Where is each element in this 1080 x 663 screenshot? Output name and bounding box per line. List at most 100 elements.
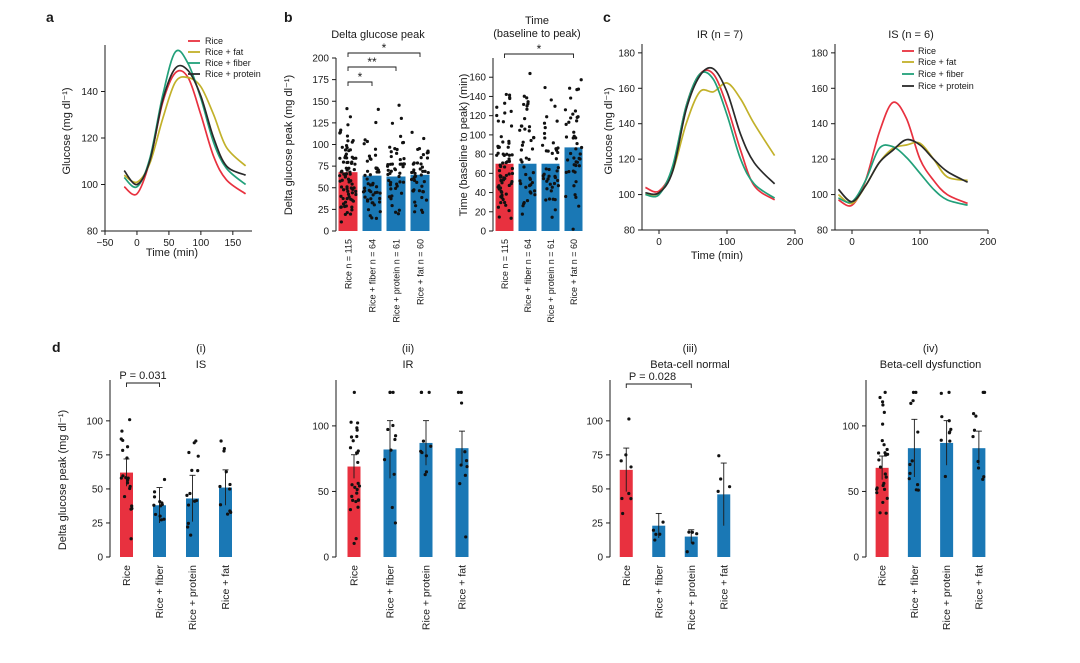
d4-bar [972,448,986,557]
b1-data-point [351,138,355,143]
b1-data-point [389,187,393,191]
d3-title: Beta-cell normal [650,359,729,371]
b1-data-point [350,191,354,195]
b1-data-point [389,150,393,154]
b2-data-point [579,78,583,82]
d3-y-tick-label: 100 [586,416,603,427]
panel-b1-plot: 0 25 50 75 100 125 150 175 200 Rice n = 115 Rice +… [312,41,430,323]
b2-sig-bracket [504,53,574,58]
b1-x-tick-label: Rice + fiber n = 64 [368,239,378,313]
d4-data-point [883,390,887,394]
d3-data-point [651,528,656,532]
panel-c-ir-plot: 80 100 120 140 160 180 0 100 200 [618,44,804,248]
b1-data-point [426,150,430,154]
b2-data-point [564,194,568,199]
b1-data-point [419,156,423,160]
b1-data-point [342,172,346,176]
panel-a-xlabel: Time (min) [146,247,198,259]
b1-data-point [426,170,430,175]
b1-data-point [338,174,342,178]
d4-data-point [916,488,920,492]
b2-data-point [501,120,505,124]
d1-data-point [121,448,125,452]
d3-data-point [716,489,720,494]
b1-data-point [421,152,426,157]
b1-data-point [338,130,342,134]
b2-data-point [574,147,578,151]
b2-data-point [551,141,555,145]
b1-data-point [353,162,357,166]
b2-data-point [498,174,502,178]
b1-data-point [366,208,371,212]
d3-data-point [621,511,625,516]
panel-a-plot: 80 100 120 140 −50 0 50 100 150 [81,45,252,249]
d2-data-point [355,428,359,432]
d3-data-point [690,530,694,534]
b2-data-point [564,122,568,126]
b2-data-point [504,203,508,207]
b2-data-point [503,165,507,169]
d4-data-point [877,458,881,462]
d3-numeral: (iii) [683,343,698,355]
d4-data-point [878,395,882,400]
b2-data-point [523,127,527,131]
d4-data-point [909,401,913,405]
b1-data-point [389,197,393,201]
b2-data-point [519,148,524,152]
b2-data-point [564,135,569,139]
b1-data-point [345,107,349,111]
c-ir-y-tick-label: 100 [618,190,635,201]
d1-data-point [219,439,223,443]
d4-y-tick-label: 0 [853,553,859,564]
b1-data-point [421,169,425,174]
b1-data-point [374,166,378,170]
d1-data-point [225,512,230,516]
panel-c-ir-title: IR (n = 7) [697,29,743,41]
d1-data-point [188,491,192,496]
b1-sig-fiber-bracket [347,81,373,86]
b2-data-point [541,177,546,181]
b2-data-point [496,205,501,209]
d4-data-point [875,486,879,490]
d2-data-point [423,473,427,477]
b2-data-point [510,153,514,157]
d1-data-point [120,429,124,433]
b1-data-point [415,180,419,184]
d1-data-point [125,456,129,460]
c-ir-series-rice [645,69,776,201]
d3-x-tick-label: Rice + protein [686,565,698,630]
b1-data-point [346,192,351,196]
b2-data-point [573,193,577,197]
b2-data-point [496,119,500,123]
b1-data-point [389,154,393,159]
b1-data-point [378,191,382,195]
d2-data-point [459,463,463,467]
d1-data-point [124,476,128,480]
b2-data-point [574,180,578,184]
d4-x-tick-label: Rice + fiber [909,565,921,619]
d2-data-point [356,421,360,425]
b1-data-point [420,195,424,200]
b2-data-point [569,151,573,156]
b2-y-tick-label: 20 [475,207,487,218]
b2-data-point [504,160,508,165]
b2-data-point [553,175,557,180]
d1-bar [186,498,199,557]
panel-b: b Delta glucose peak Delta glucose peak … [283,9,584,323]
b2-data-point [525,107,529,111]
b1-data-point [425,156,430,160]
b2-y-tick-label: 0 [480,227,486,238]
b1-data-point [345,146,349,150]
d3-data-point [654,532,658,536]
b2-data-point [496,144,500,148]
d2-data-point [390,505,394,510]
d4-data-point [974,414,978,418]
b1-data-point [410,130,414,134]
b2-data-point [547,197,552,201]
d4-data-point [940,415,944,419]
d2-data-point [386,427,390,432]
b1-data-point [346,139,350,143]
panel-b2-plot: 0 20 40 60 80 100 120 140 160 Rice n = 115 Rice + … [469,42,584,323]
d4-x-tick-label: Rice + fat [973,565,985,610]
d4-y-tick-label: 50 [848,487,860,498]
